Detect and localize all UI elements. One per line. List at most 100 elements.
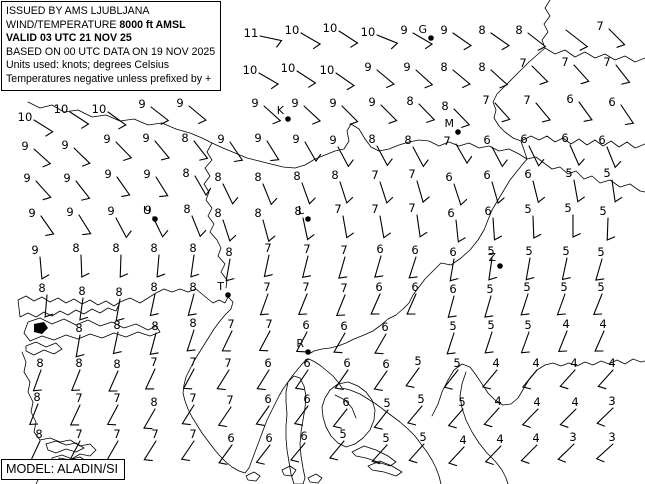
station-temperature: 8 (183, 202, 190, 216)
wind-barb (494, 102, 511, 123)
city-dot (455, 129, 461, 135)
coastline-path (119, 288, 442, 484)
station-temperature: 8 (515, 23, 522, 37)
wind-barb (595, 258, 605, 281)
station-temperature: 4 (562, 317, 569, 331)
station-temperature: 5 (597, 280, 604, 294)
wind-barb (449, 258, 459, 282)
wind-barb (69, 404, 81, 426)
wind-barb (289, 442, 306, 463)
island-cres (285, 375, 307, 484)
wind-barb (565, 29, 589, 51)
station-temperature: 9 (104, 167, 111, 181)
wind-barb (155, 176, 169, 198)
city-label: Z (488, 251, 496, 264)
wind-barb (490, 32, 511, 51)
station-temperature: 8 (189, 316, 196, 330)
station-temperature: 7 (303, 242, 310, 256)
wind-barb (484, 295, 494, 318)
wind-barb (149, 332, 159, 355)
wind-barb (521, 408, 539, 428)
wind-barb (32, 369, 42, 392)
station-temperature: 6 (303, 392, 310, 406)
station-temperature: 4 (599, 317, 606, 331)
station-temperature: 8 (441, 99, 448, 113)
wind-barb (78, 214, 92, 236)
wind-barb (412, 32, 434, 50)
wind-barb (301, 255, 312, 279)
wind-barb (594, 330, 605, 352)
station-temperature: 6 (561, 131, 568, 145)
station-temperature: 4 (608, 356, 615, 370)
wind-barb (532, 215, 542, 239)
wind-barb (525, 257, 535, 281)
station-temperature: 7 (334, 202, 341, 216)
station-temperature: 7 (113, 391, 120, 405)
wind-barb (611, 179, 623, 203)
station-temperature: 6 (381, 320, 388, 334)
wind-barb (112, 331, 122, 355)
wind-barb (371, 444, 388, 465)
wind-barb (222, 183, 239, 205)
wind-barb (334, 369, 349, 390)
station-temperature: 7 (408, 201, 415, 215)
station-temperature: 8 (38, 281, 45, 295)
station-temperature: 11 (244, 26, 259, 40)
wind-barb (620, 104, 635, 126)
wind-barb (35, 180, 52, 201)
wind-barb (532, 180, 546, 204)
north-border-path (27, 101, 528, 169)
wind-barb (559, 408, 577, 428)
station-temperature: 7 (263, 280, 270, 294)
station-temperature: 7 (371, 202, 378, 216)
wind-barb (557, 330, 568, 352)
station-temperature: 7 (523, 93, 530, 107)
station-temperature: 5 (382, 431, 389, 445)
station-temperature: 6 (300, 429, 307, 443)
station-temperature: 5 (486, 282, 493, 296)
station-temperature: 8 (36, 356, 43, 370)
wind-barb (416, 180, 430, 204)
station-temperature: 8 (214, 170, 221, 184)
note-line: Temperatures negative unless prefixed by… (6, 72, 212, 85)
wind-barb (75, 180, 91, 201)
station-temperature: 7 (75, 391, 82, 405)
wind-barb (338, 256, 348, 279)
station-temperature: 8 (181, 131, 188, 145)
wind-barb (412, 146, 429, 168)
station-temperature: 6 (445, 170, 452, 184)
wind-barb (481, 369, 498, 390)
city-dot (225, 292, 231, 298)
station-temperature: 9 (364, 60, 371, 74)
wind-barb (455, 143, 473, 165)
station-temperature: 6 (411, 243, 418, 257)
wind-barb (332, 408, 348, 429)
station-temperature: 9 (292, 132, 299, 146)
wind-barb (521, 369, 538, 390)
wind-barb (297, 293, 308, 315)
station-temperature: 6 (382, 357, 389, 371)
station-temperature: 8 (225, 245, 232, 259)
issued-by-line: ISSUED BY AMS LJUBLJANA (6, 5, 150, 17)
station-temperature: 6 (265, 431, 272, 445)
station-temperature: 7 (561, 55, 568, 69)
wind-barb (405, 367, 420, 388)
wind-barb (69, 111, 90, 129)
wind-barb (221, 330, 233, 352)
station-temperature: 9 (400, 23, 407, 37)
station-temperature: 4 (533, 395, 540, 409)
wind-barb (33, 148, 52, 168)
wind-barb (33, 119, 54, 137)
wind-barb (531, 65, 549, 85)
station-temperature: 6 (566, 92, 573, 106)
wind-barb (152, 216, 169, 238)
station-temperature: 7 (443, 134, 450, 148)
station-temperature: 8 (404, 133, 411, 147)
station-temperature: 8 (294, 204, 301, 218)
station-temperature: 5 (458, 395, 465, 409)
wind-barb (333, 332, 346, 354)
station-temperature: 7 (596, 19, 603, 33)
station-temperature: 5 (524, 202, 531, 216)
wind-barb (376, 145, 393, 167)
wind-barb (492, 217, 503, 241)
